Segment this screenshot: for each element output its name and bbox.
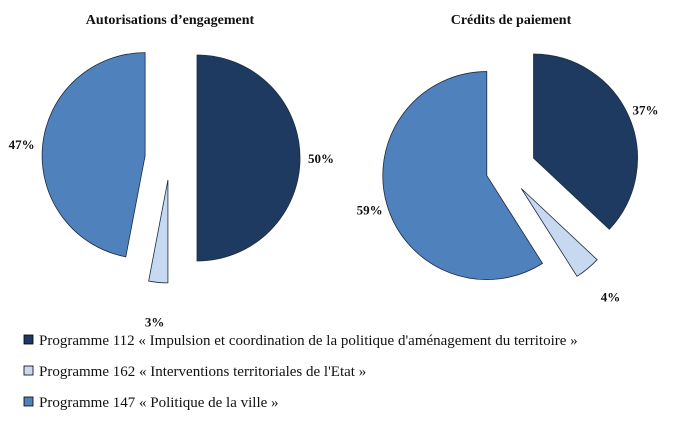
slice-label-ae-p162: 3% — [145, 314, 165, 329]
slice-label-cp-p162: 4% — [601, 289, 621, 304]
slice-label-cp-p112: 37% — [632, 103, 658, 118]
legend-label-p147: Programme 147 « Politique de la ville » — [39, 395, 279, 411]
slice-label-cp-p147: 59% — [357, 203, 383, 218]
slice-label-ae-p147: 47% — [9, 137, 35, 152]
pie-slice-cp-p112 — [533, 53, 638, 230]
pie-chart-ae: 50% 3% 47% — [9, 52, 334, 329]
legend-swatch-p112 — [23, 334, 34, 345]
legend-swatch-p147 — [23, 396, 34, 407]
pie-chart-cp: 37% 4% 59% — [357, 53, 658, 304]
slice-label-ae-p112: 50% — [308, 151, 334, 166]
pie-slice-ae-p162 — [148, 179, 169, 284]
legend-label-p112: Programme 112 « Impulsion et coordinatio… — [39, 333, 578, 349]
legend: Programme 112 « Impulsion et coordinatio… — [23, 333, 578, 411]
chart-title-ae: Autorisations d’engagement — [86, 13, 255, 28]
chart-title-cp: Crédits de paiement — [451, 13, 572, 28]
pie-slice-cp-p162 — [520, 188, 598, 277]
legend-swatch-p162 — [23, 365, 34, 376]
pie-slice-ae-p112 — [196, 54, 301, 262]
pie-slice-ae-p147 — [41, 52, 146, 258]
legend-label-p162: Programme 162 « Interventions territoria… — [39, 364, 366, 380]
pie-slice-cp-p147 — [382, 71, 544, 280]
